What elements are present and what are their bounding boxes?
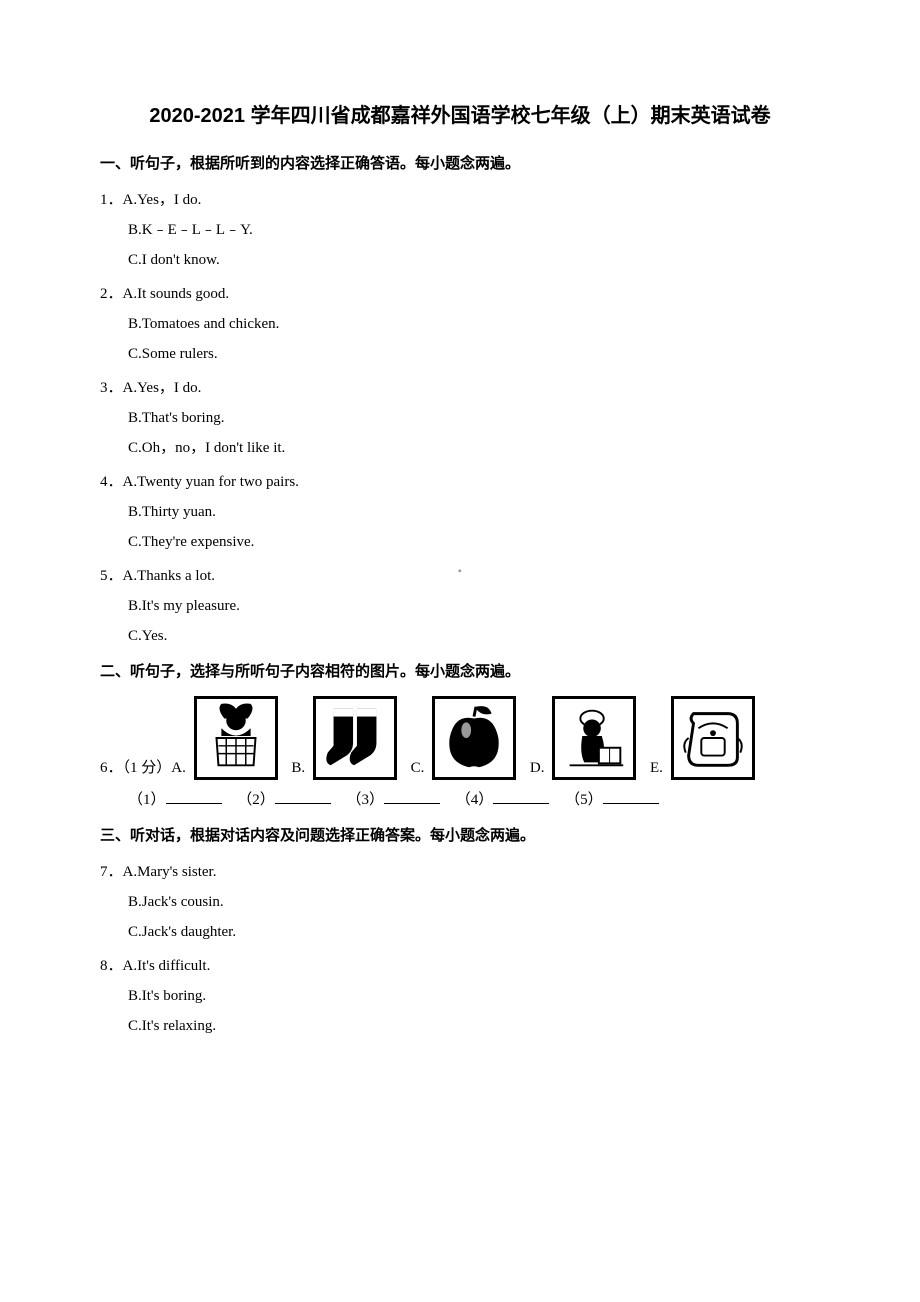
option-c: C.Oh，no，I don't like it. (100, 436, 820, 460)
question-num: 7． (100, 864, 123, 880)
option-c: C.I don't know. (100, 248, 820, 272)
question-num: 8． (100, 958, 123, 974)
question-line: 4．A.Twenty yuan for two pairs. (100, 470, 820, 494)
question-num: 5． (100, 568, 123, 584)
label-b: B. (291, 756, 305, 780)
question-block: 7．A.Mary's sister. B.Jack's cousin. C.Ja… (100, 860, 820, 944)
option-b: B.Tomatoes and chicken. (100, 312, 820, 336)
label-d: D. (530, 756, 545, 780)
apple-icon (432, 696, 516, 780)
section1-header: 一、听句子，根据所听到的内容选择正确答语。每小题念两遍。 (100, 152, 820, 176)
option-a: A.Yes，I do. (123, 192, 202, 208)
blank-input[interactable] (603, 789, 659, 804)
option-c: C.Some rulers. (100, 342, 820, 366)
center-marker: ▪ (458, 564, 462, 580)
question-block: 4．A.Twenty yuan for two pairs. B.Thirty … (100, 470, 820, 554)
section3-header: 三、听对话，根据对话内容及问题选择正确答案。每小题念两遍。 (100, 824, 820, 848)
page-title: 2020-2021 学年四川省成都嘉祥外国语学校七年级（上）期末英语试卷 (100, 100, 820, 132)
girl-in-basket-icon (194, 696, 278, 780)
image-options-row: 6．（1 分）A. B. C. D. (100, 696, 820, 780)
question-num: 1． (100, 192, 123, 208)
question-block: 3．A.Yes，I do. B.That's boring. C.Oh，no，I… (100, 376, 820, 460)
option-b: B.It's my pleasure. (100, 594, 820, 618)
option-b: B.K﹣E﹣L﹣L﹣Y. (100, 218, 820, 242)
question-num: 2． (100, 286, 123, 302)
question-line: 5．A.Thanks a lot. ▪ (100, 564, 820, 588)
option-a: A.Thanks a lot. (123, 568, 215, 584)
option-a: A.Mary's sister. (123, 864, 217, 880)
socks-icon (313, 696, 397, 780)
question-line: 7．A.Mary's sister. (100, 860, 820, 884)
section2-header: 二、听句子，选择与所听句子内容相符的图片。每小题念两遍。 (100, 660, 820, 684)
label-e: E. (650, 756, 663, 780)
q6-prefix: 6．（1 分）A. (100, 756, 186, 780)
question-num: 3． (100, 380, 123, 396)
option-b: B.Jack's cousin. (100, 890, 820, 914)
question-line: 1．A.Yes，I do. (100, 188, 820, 212)
option-b: B.That's boring. (100, 406, 820, 430)
question-block: 2．A.It sounds good. B.Tomatoes and chick… (100, 282, 820, 366)
option-a: A.It's difficult. (123, 958, 211, 974)
question-num: 4． (100, 474, 123, 490)
question-line: 2．A.It sounds good. (100, 282, 820, 306)
option-a: A.Yes，I do. (123, 380, 202, 396)
option-a: A.It sounds good. (123, 286, 230, 302)
schoolbag-icon (671, 696, 755, 780)
option-c: C.They're expensive. (100, 530, 820, 554)
option-c: C.Jack's daughter. (100, 920, 820, 944)
question-block: 5．A.Thanks a lot. ▪ B.It's my pleasure. … (100, 564, 820, 648)
question-line: 3．A.Yes，I do. (100, 376, 820, 400)
question-block: 8．A.It's difficult. B.It's boring. C.It'… (100, 954, 820, 1038)
option-c: C.Yes. (100, 624, 820, 648)
blank-label: （5） (565, 792, 603, 808)
child-reading-icon (552, 696, 636, 780)
option-a: A.Twenty yuan for two pairs. (123, 474, 299, 490)
question-line: 8．A.It's difficult. (100, 954, 820, 978)
blank-input[interactable] (275, 789, 331, 804)
option-b: B.Thirty yuan. (100, 500, 820, 524)
option-b: B.It's boring. (100, 984, 820, 1008)
blank-label: （4） (456, 792, 494, 808)
option-c: C.It's relaxing. (100, 1014, 820, 1038)
blank-label: （2） (237, 792, 275, 808)
blank-input[interactable] (493, 789, 549, 804)
blank-input[interactable] (166, 789, 222, 804)
label-c: C. (411, 756, 425, 780)
question-block: 1．A.Yes，I do. B.K﹣E﹣L﹣L﹣Y. C.I don't kno… (100, 188, 820, 272)
blank-label: （1） (128, 792, 166, 808)
blanks-row: （1） （2） （3） （4） （5） (100, 788, 820, 812)
blank-label: （3） (347, 792, 385, 808)
blank-input[interactable] (384, 789, 440, 804)
